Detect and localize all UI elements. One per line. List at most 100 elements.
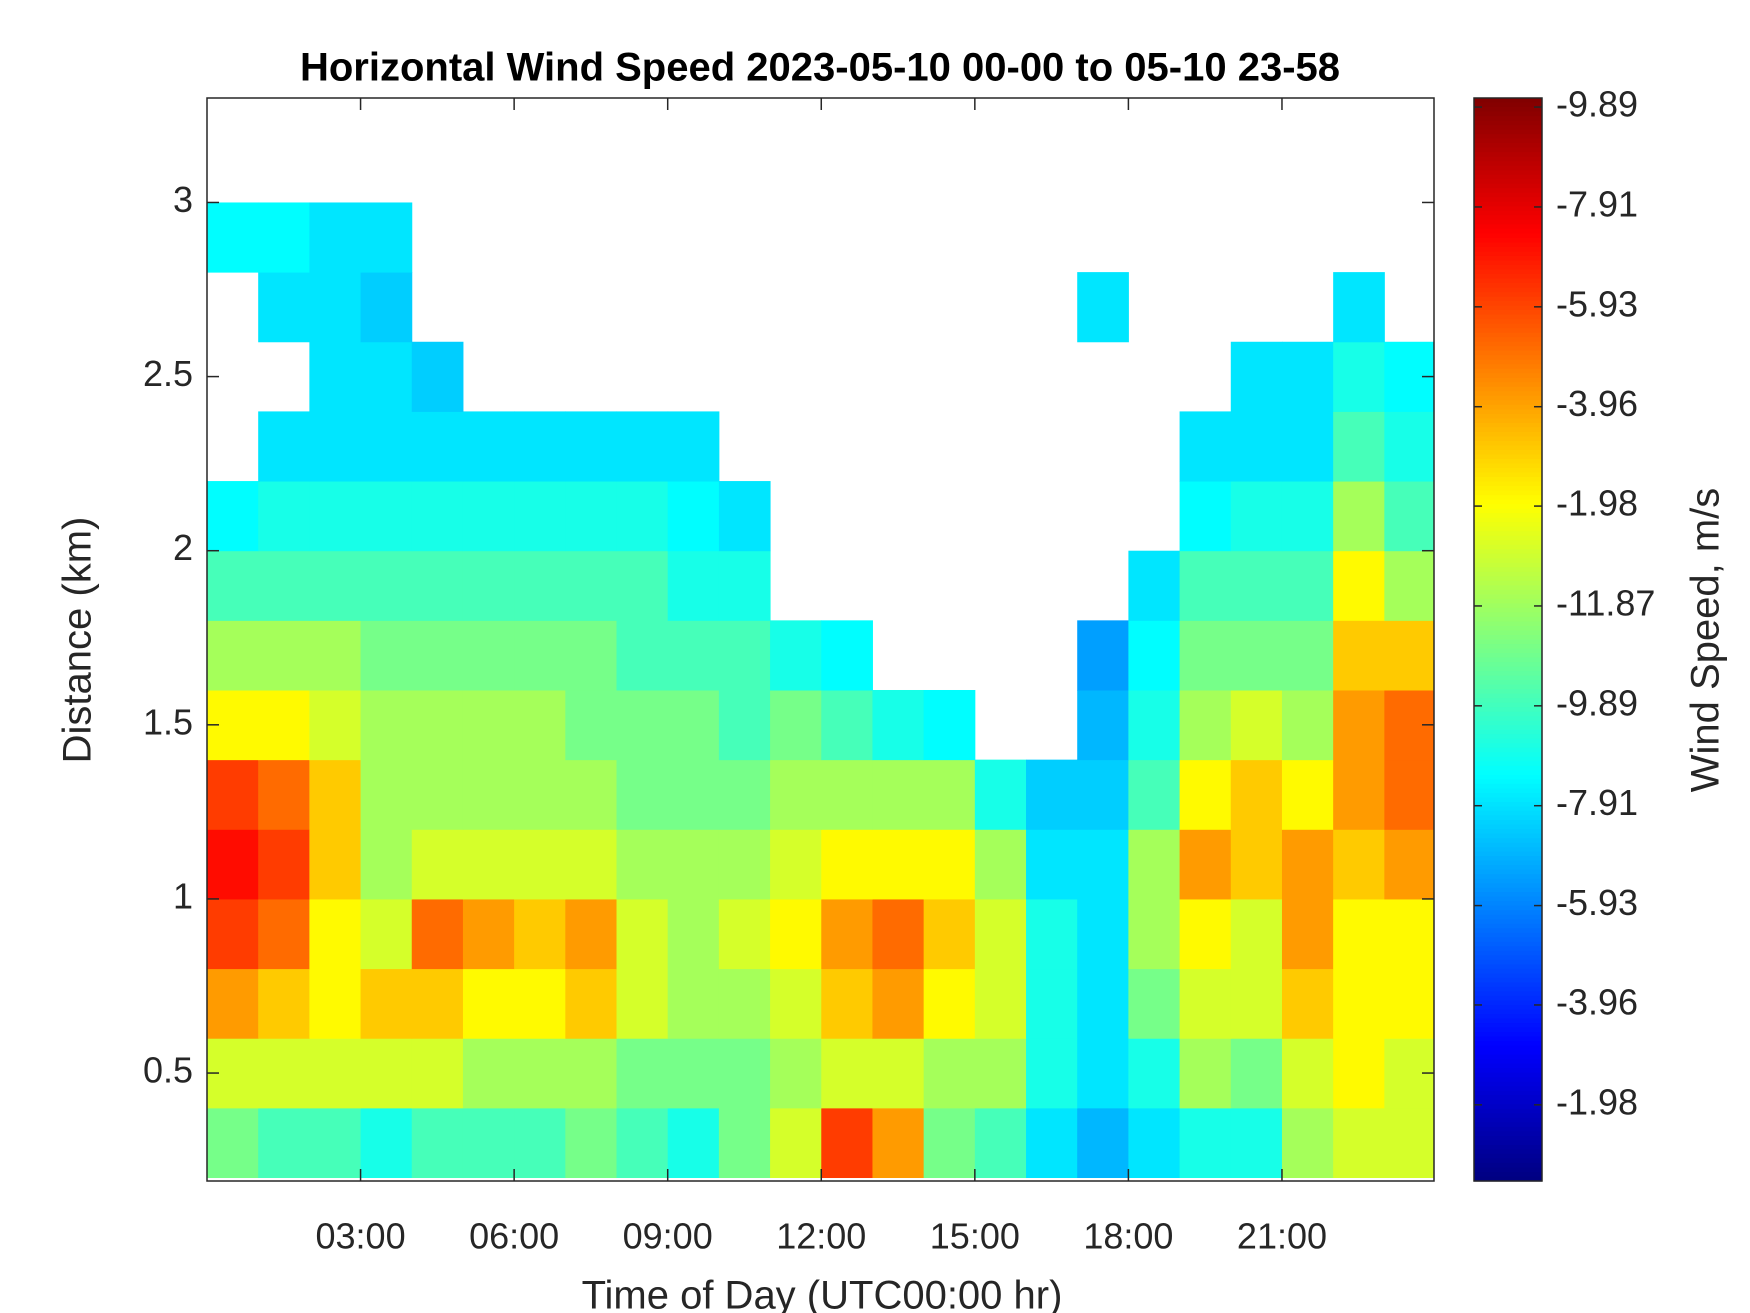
heatmap-cell — [1333, 968, 1385, 1039]
heatmap-cell — [1179, 829, 1232, 900]
heatmap-cell — [821, 829, 873, 900]
heatmap-cell — [1179, 411, 1232, 482]
colorbar-step — [1474, 1158, 1542, 1164]
colorbar-step — [1474, 481, 1542, 487]
heatmap-cell — [411, 898, 464, 970]
colorbar-step — [1474, 644, 1542, 650]
colorbar-step — [1474, 752, 1542, 758]
heatmap-cell — [923, 759, 976, 830]
colorbar-step — [1474, 1077, 1542, 1083]
heatmap-cell — [1281, 968, 1334, 1039]
heatmap-cell — [667, 411, 720, 482]
heatmap-cell — [360, 689, 413, 761]
colorbar-step — [1474, 409, 1542, 415]
heatmap-cell — [309, 550, 362, 621]
heatmap-cell — [1077, 272, 1129, 343]
colorbar-frame — [1473, 97, 1543, 1182]
colorbar-step — [1474, 630, 1542, 636]
colorbar-step — [1474, 1140, 1542, 1146]
heatmap-cell — [1384, 829, 1434, 900]
heatmap-cell — [258, 1107, 310, 1179]
heatmap-cell — [923, 1038, 976, 1109]
heatmap-cell — [514, 620, 566, 691]
colorbar-step — [1474, 761, 1542, 767]
colorbar-step — [1474, 459, 1542, 465]
heatmap-cell — [309, 341, 362, 412]
heatmap-cell — [1230, 1038, 1283, 1109]
colorbar-step — [1474, 1135, 1542, 1141]
heatmap-cell — [872, 759, 925, 830]
colorbar-step — [1474, 495, 1542, 501]
colorbar-step — [1474, 648, 1542, 654]
y-tick-label: 2 — [173, 527, 193, 568]
colorbar-step — [1474, 517, 1542, 523]
heatmap-cell — [923, 898, 976, 970]
x-tick-label: 12:00 — [776, 1216, 866, 1257]
heatmap-cell — [565, 759, 618, 830]
colorbar-step — [1474, 138, 1542, 144]
heatmap-cell — [1128, 898, 1181, 970]
colorbar-step — [1474, 233, 1542, 239]
heatmap-cell — [1128, 968, 1181, 1039]
colorbar-step — [1474, 968, 1542, 975]
heatmap-cell — [565, 898, 618, 970]
colorbar-step — [1474, 382, 1542, 388]
heatmap-cell — [207, 968, 259, 1039]
colorbar-tick-label: -11.87 — [1556, 582, 1655, 623]
colorbar-step — [1474, 671, 1542, 677]
heatmap-cell — [1077, 968, 1129, 1039]
heatmap-cell — [718, 968, 771, 1039]
colorbar-step — [1474, 251, 1542, 257]
heatmap-cell — [718, 829, 771, 900]
heatmap-cell — [770, 829, 822, 900]
colorbar-step — [1474, 824, 1542, 830]
colorbar-step — [1474, 580, 1542, 586]
heatmap-cell — [974, 1038, 1027, 1109]
heatmap-cell — [565, 829, 618, 900]
colorbar-step — [1474, 468, 1542, 474]
colorbar-step — [1474, 955, 1542, 961]
colorbar-step — [1474, 856, 1542, 862]
heatmap-cell — [565, 411, 618, 482]
heatmap-cell — [1179, 481, 1232, 552]
heatmap-cell — [309, 898, 362, 970]
heatmap-cell — [258, 620, 310, 691]
heatmap-cell — [258, 689, 310, 761]
heatmap-cell — [1077, 1107, 1129, 1179]
heatmap-cell — [258, 759, 310, 830]
colorbar-step — [1474, 540, 1542, 546]
heatmap-cell — [1230, 829, 1283, 900]
heatmap-cell — [207, 550, 259, 621]
heatmap-cell — [667, 1107, 720, 1179]
heatmap-cell — [462, 1107, 515, 1179]
heatmap-cell — [872, 1107, 925, 1179]
y-tick-label: 3 — [173, 179, 193, 220]
colorbar-step — [1474, 228, 1542, 234]
colorbar-step — [1474, 711, 1542, 717]
heatmap-cell — [770, 689, 822, 761]
heatmap-cell — [616, 620, 669, 691]
heatmap-cell — [718, 550, 771, 621]
heatmap-cell — [360, 759, 413, 830]
heatmap-cell — [1230, 898, 1283, 970]
y-axis-label: Distance (km) — [56, 517, 100, 764]
colorbar-step — [1474, 219, 1542, 225]
colorbar-step — [1474, 210, 1542, 216]
heatmap-cell — [514, 829, 566, 900]
colorbar-step — [1474, 585, 1542, 591]
colorbar-step — [1474, 287, 1542, 293]
chart-title: Horizontal Wind Speed 2023-05-10 00-00 t… — [300, 46, 1340, 90]
colorbar-step — [1474, 810, 1542, 817]
colorbar-step — [1474, 684, 1542, 690]
colorbar-step — [1474, 1063, 1542, 1069]
heatmap-cell — [207, 898, 259, 970]
colorbar-step — [1474, 436, 1542, 442]
x-tick-label: 15:00 — [930, 1216, 1020, 1257]
colorbar-step — [1474, 107, 1542, 113]
colorbar-step — [1474, 134, 1542, 140]
heatmap-cell — [514, 1038, 566, 1109]
heatmap-cell — [1333, 689, 1385, 761]
heatmap-cell — [923, 829, 976, 900]
colorbar-step — [1474, 1104, 1542, 1110]
